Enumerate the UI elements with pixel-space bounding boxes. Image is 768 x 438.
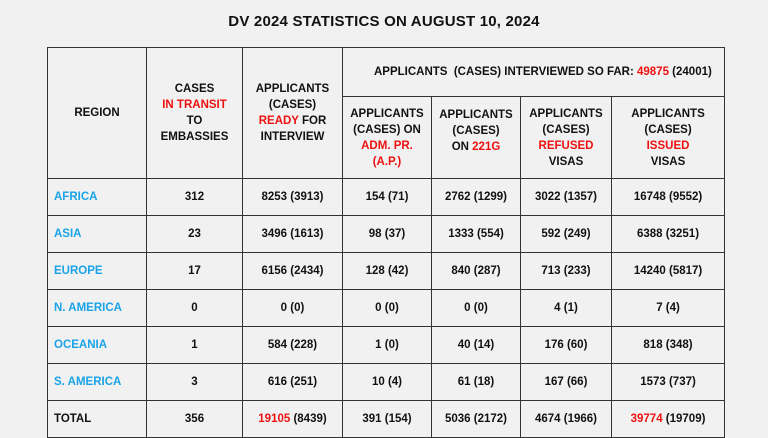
ap-cell: 154 (71): [342, 178, 432, 216]
header-refused: APPLICANTS (CASES) REFUSED VISAS: [520, 96, 612, 179]
transit-cell: 23: [146, 215, 243, 253]
g221-cell: 40 (14): [431, 326, 521, 364]
header-issued: APPLICANTS (CASES) ISSUED VISAS: [610, 96, 726, 179]
ap-cell: 1 (0): [342, 326, 432, 364]
ready-cell: 0 (0): [242, 289, 343, 327]
ap-cell: 0 (0): [342, 289, 432, 327]
issued-cell: 14240 (5817): [610, 252, 726, 290]
table-row-s-america: S. AMERICA 3 616 (251) 10 (4) 61 (18) 16…: [47, 363, 726, 401]
refused-cell: 176 (60): [520, 326, 612, 364]
header-in-transit: CASES IN TRANSIT TO EMBASSIES: [146, 47, 243, 179]
refused-cell: 3022 (1357): [520, 178, 612, 216]
transit-cell: 3: [146, 363, 243, 401]
region-cell: EUROPE: [47, 252, 147, 290]
issued-cell: 16748 (9552): [610, 178, 726, 216]
header-ready-for-interview: APPLICANTS (CASES) READY FOR INTERVIEW: [242, 47, 343, 179]
region-cell: ASIA: [47, 215, 147, 253]
ap-cell: 10 (4): [342, 363, 432, 401]
header-region: REGION: [47, 47, 147, 179]
header-221g: APPLICANTS (CASES) ON 221G: [431, 96, 521, 179]
region-cell: OCEANIA: [47, 326, 147, 364]
region-cell: AFRICA: [47, 178, 147, 216]
ap-cell: 98 (37): [342, 215, 432, 253]
refused-cell: 167 (66): [520, 363, 612, 401]
issued-cell: 7 (4): [610, 289, 726, 327]
region-cell: S. AMERICA: [47, 363, 147, 401]
refused-cell: 592 (249): [520, 215, 612, 253]
refused-cell: 713 (233): [520, 252, 612, 290]
ready-cell: 616 (251): [242, 363, 343, 401]
region-cell: N. AMERICA: [47, 289, 147, 327]
ap-cell: 128 (42): [342, 252, 432, 290]
header-adm-processing: APPLICANTS (CASES) ON ADM. PR. (A.P.): [342, 96, 432, 179]
table-row-africa: AFRICA 312 8253 (3913) 154 (71) 2762 (12…: [47, 178, 726, 216]
ready-cell: 584 (228): [242, 326, 343, 364]
issued-cell: 6388 (3251): [610, 215, 726, 253]
ready-cell: 6156 (2434): [242, 252, 343, 290]
page-title: DV 2024 STATISTICS ON AUGUST 10, 2024: [228, 13, 540, 30]
issued-cell: 1573 (737): [610, 363, 726, 401]
table-row-n-america: N. AMERICA 0 0 (0) 0 (0) 0 (0) 4 (1) 7 (…: [47, 289, 726, 327]
statistics-table: REGION CASES IN TRANSIT TO EMBASSIES APP…: [47, 47, 726, 438]
transit-cell: 17: [146, 252, 243, 290]
g221-cell: 1333 (554): [431, 215, 521, 253]
table-row-asia: ASIA 23 3496 (1613) 98 (37) 1333 (554) 5…: [47, 215, 726, 253]
table-row-europe: EUROPE 17 6156 (2434) 128 (42) 840 (287)…: [47, 252, 726, 290]
refused-cell: 4 (1): [520, 289, 612, 327]
g221-cell: 61 (18): [431, 363, 521, 401]
transit-cell: 312: [146, 178, 243, 216]
header-interviewed-so-far: APPLICANTS (CASES) INTERVIEWED SO FAR: 4…: [341, 47, 726, 97]
transit-cell: 0: [146, 289, 243, 327]
table-row-oceania: OCEANIA 1 584 (228) 1 (0) 40 (14) 176 (6…: [47, 326, 726, 364]
ready-cell: 3496 (1613): [242, 215, 343, 253]
g221-cell: 840 (287): [431, 252, 521, 290]
g221-cell: 2762 (1299): [431, 178, 521, 216]
transit-cell: 1: [146, 326, 243, 364]
ready-cell: 8253 (3913): [242, 178, 343, 216]
issued-cell: 818 (348): [610, 326, 726, 364]
g221-cell: 0 (0): [431, 289, 521, 327]
